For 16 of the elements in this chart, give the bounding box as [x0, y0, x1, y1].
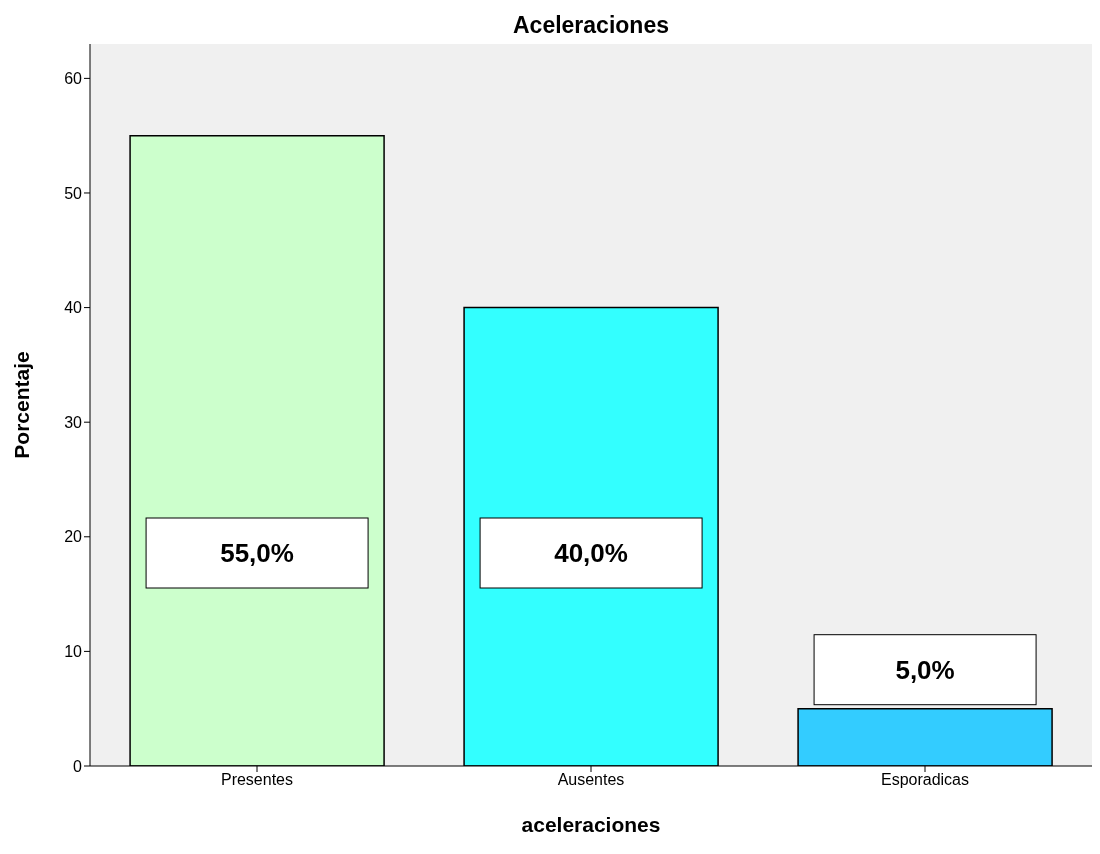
x-tick-label: Presentes — [220, 771, 294, 789]
y-tick-label: 50 — [64, 184, 83, 202]
data-label: 40,0% — [554, 538, 628, 568]
x-tick-label: Esporadicas — [880, 771, 970, 789]
x-tick-label: Ausentes — [557, 771, 625, 789]
data-label: 5,0% — [895, 654, 955, 685]
y-tick-label: 0 — [73, 757, 83, 775]
y-tick-label: 10 — [64, 643, 83, 661]
x-axis-title: aceleraciones — [521, 813, 661, 836]
chart-title: Aceleraciones — [512, 12, 670, 39]
data-label: 55,0% — [220, 538, 294, 568]
y-axis-title: Porcentaje — [10, 351, 34, 459]
y-tick-label: 60 — [64, 70, 83, 88]
y-tick-label: 30 — [64, 413, 83, 431]
y-tick-label: 20 — [64, 528, 83, 546]
y-tick-label: 40 — [64, 299, 83, 317]
